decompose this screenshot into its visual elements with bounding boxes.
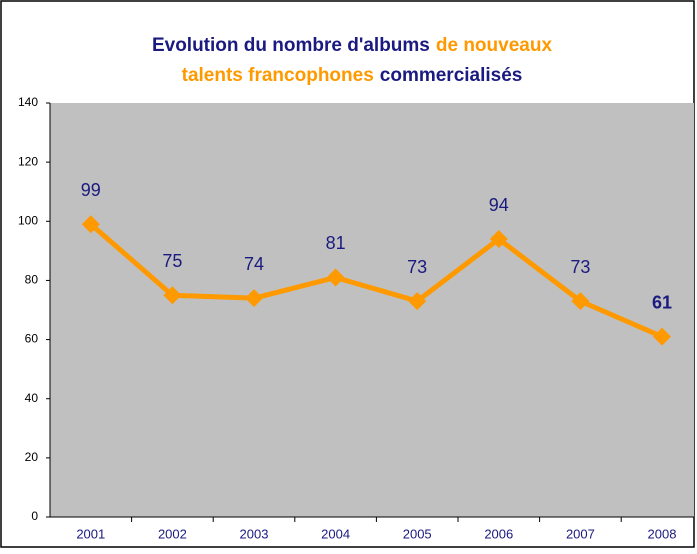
data-label: 74 bbox=[244, 254, 264, 274]
data-label: 73 bbox=[570, 257, 590, 277]
y-tick-label: 60 bbox=[25, 332, 39, 346]
data-label: 99 bbox=[81, 180, 101, 200]
line bbox=[89, 222, 663, 339]
data-label: 94 bbox=[489, 195, 509, 215]
chart-title: Evolution du nombre d'albums de nouveaux bbox=[152, 35, 552, 56]
y-tick-label: 120 bbox=[18, 154, 38, 168]
data-label: 73 bbox=[407, 257, 427, 277]
marker bbox=[653, 327, 671, 346]
title-part: Evolution du nombre d'albums bbox=[152, 35, 430, 56]
x-tick-label: 2007 bbox=[566, 526, 595, 541]
marker bbox=[245, 289, 263, 308]
marker bbox=[326, 268, 345, 287]
x-tick-label: 2003 bbox=[240, 526, 269, 541]
y-tick-label: 80 bbox=[25, 273, 39, 287]
data-label: 75 bbox=[162, 251, 182, 271]
y-tick-label: 0 bbox=[31, 509, 38, 523]
title-part: talents francophones bbox=[182, 65, 374, 86]
marker bbox=[408, 292, 427, 311]
marker bbox=[571, 292, 590, 311]
chart-title: talents francophones commercialisés bbox=[182, 65, 523, 86]
x-tick-label: 2004 bbox=[321, 526, 350, 541]
marker bbox=[81, 215, 100, 234]
y-tick-label: 140 bbox=[18, 95, 38, 109]
plot-area bbox=[50, 103, 694, 517]
marker bbox=[163, 286, 182, 305]
x-tick-label: 2001 bbox=[76, 526, 105, 541]
x-tick-label: 2002 bbox=[158, 526, 187, 541]
title-part: commercialisés bbox=[380, 65, 523, 86]
x-tick-label: 2005 bbox=[403, 526, 432, 541]
y-tick-label: 40 bbox=[25, 391, 39, 405]
data-label: 81 bbox=[326, 233, 346, 253]
y-tick-label: 20 bbox=[25, 450, 39, 464]
x-tick-label: 2006 bbox=[484, 526, 513, 541]
title-part: de nouveaux bbox=[436, 35, 553, 56]
y-tick-label: 100 bbox=[18, 213, 38, 227]
x-tick-label: 2008 bbox=[648, 526, 677, 541]
marker bbox=[489, 230, 508, 249]
data-label: 61 bbox=[652, 292, 672, 312]
